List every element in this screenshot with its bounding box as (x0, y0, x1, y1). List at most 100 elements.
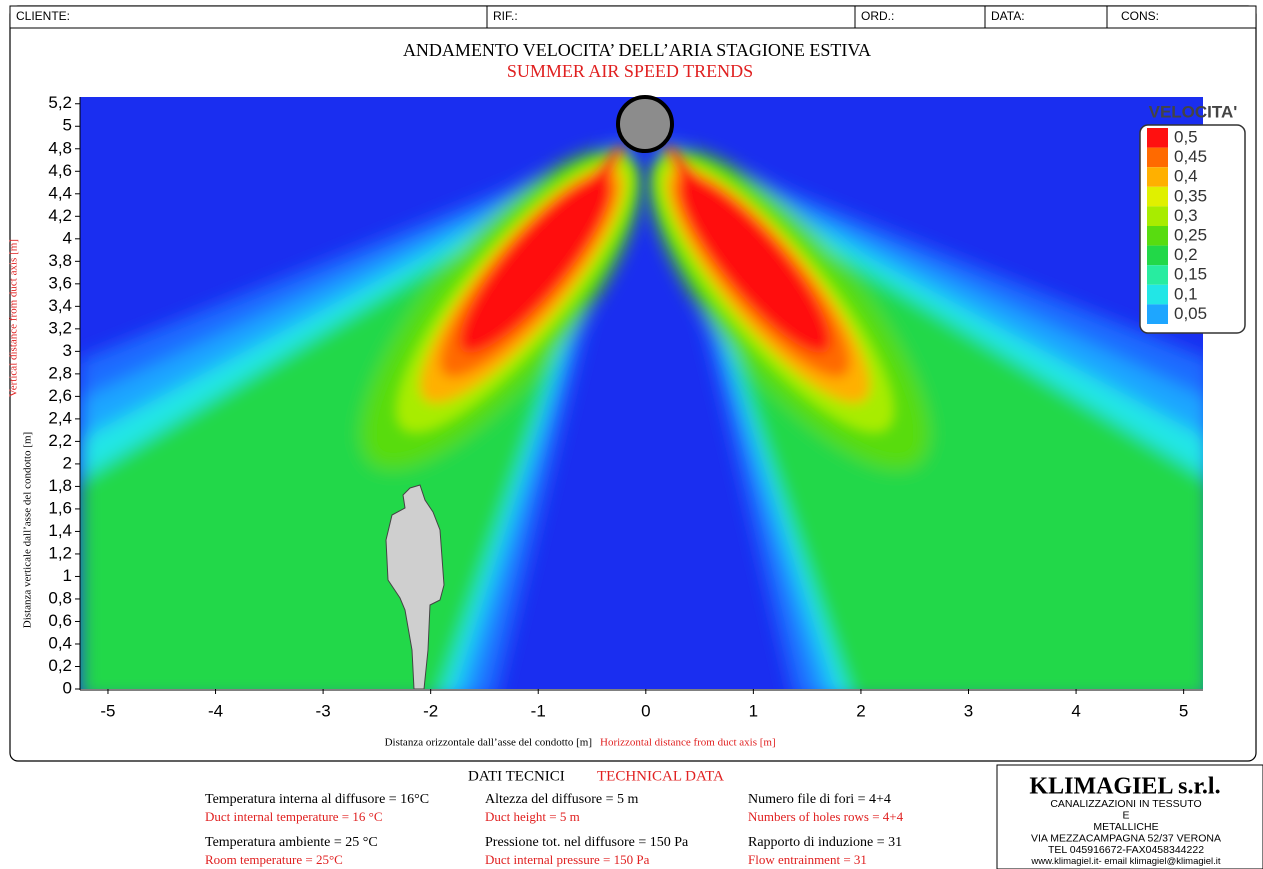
company-line: www.klimagiel.it- email klimagiel@klimag… (1030, 856, 1220, 867)
tech-item-en: Duct internal pressure = 150 Pa (485, 852, 650, 867)
x-tick-label: 4 (1071, 701, 1080, 720)
axes: 0 0,2 0,4 0,6 0,8 1 1,2 1,4 1,6 1,8 2 2,2 2,4 2,6 2,8 3… (48, 93, 1188, 720)
tech-title: DATI TECNICI (468, 768, 565, 784)
colorbar-label: 0,1 (1174, 284, 1198, 303)
y-tick-label: 3,6 (48, 273, 72, 292)
x-tick-label: 1 (749, 701, 758, 720)
y-tick-label: 3,4 (48, 296, 72, 315)
company-line: CANALIZZAZIONI IN TESSUTO (1050, 798, 1201, 810)
company-line: E (1122, 809, 1129, 821)
y-tick-label: 3,8 (48, 251, 72, 270)
x-tick-label: 5 (1179, 701, 1188, 720)
tech-item: Rapporto di induzione = 31 (748, 835, 902, 850)
company-name: KLIMAGIEL s.r.l. (1029, 774, 1220, 800)
human-figure (385, 484, 445, 689)
colorbar-label: 0,05 (1174, 304, 1207, 323)
y-tick-label: 4,8 (48, 138, 72, 157)
colorbar-label: 0,35 (1174, 186, 1207, 205)
x-tick-label: -3 (316, 701, 331, 720)
y-tick-label: 1 (63, 566, 72, 585)
contour-field (80, 97, 1203, 689)
y-tick-label: 4,2 (48, 206, 72, 225)
colorbar-swatch (1147, 147, 1168, 168)
header-field: RIF.: (493, 9, 518, 23)
company-line: METALLICHE (1093, 821, 1158, 833)
y-tick-label: 1,4 (48, 521, 72, 540)
chart-title: ANDAMENTO VELOCITA’ DELL’ARIA STAGIONE E… (403, 40, 871, 60)
technical-data: DATI TECNICI TECHNICAL DATA Temperatura … (205, 768, 904, 867)
x-axis-label-en: Horizzontal distance from duct axis [m] (600, 737, 776, 749)
colorbar-swatch (1147, 304, 1168, 324)
colorbar-swatch (1147, 284, 1168, 305)
header-field: CONS: (1121, 9, 1159, 23)
tech-item: Altezza del diffusore = 5 m (485, 792, 639, 807)
colorbar-swatch (1147, 128, 1168, 148)
y-tick-label: 0,4 (48, 633, 72, 652)
y-tick-label: 0,6 (48, 611, 72, 630)
colorbar-swatch (1147, 206, 1168, 226)
y-tick-label: 3 (63, 341, 72, 360)
chart-subtitle: SUMMER AIR SPEED TRENDS (507, 61, 753, 81)
tech-item-en: Duct height = 5 m (485, 809, 580, 824)
colorbar-swatch (1147, 186, 1168, 207)
tech-item: Numero file di fori = 4+4 (748, 792, 891, 807)
colorbar-label: 0,25 (1174, 225, 1207, 244)
y-tick-label: 4 (63, 228, 72, 247)
header-box (9, 5, 1257, 29)
colorbar-title: VELOCITA' (1149, 102, 1238, 121)
colorbar-label: 0,45 (1174, 147, 1207, 166)
header: CLIENTE: RIF.: ORD.: DATA: CONS: (9, 5, 1257, 29)
y-tick-label: 0,2 (48, 656, 72, 675)
colorbar: VELOCITA' 0,50,450,40,350,30,250,20,150,… (1139, 102, 1246, 334)
y-tick-label: 2,4 (48, 408, 72, 427)
y-tick-label: 2,2 (48, 431, 72, 450)
colorbar-label: 0,15 (1174, 265, 1207, 284)
colorbar-label: 0,5 (1174, 127, 1198, 146)
colorbar-label: 0,2 (1174, 245, 1198, 264)
y-tick-label: 0,8 (48, 588, 72, 607)
tech-title-en: TECHNICAL DATA (597, 768, 724, 784)
y-tick-label: 2,6 (48, 386, 72, 405)
y-tick-label: 4,4 (48, 183, 72, 202)
header-field: ORD.: (861, 9, 894, 23)
x-tick-label: 0 (641, 701, 650, 720)
tech-item: Temperatura interna al diffusore = 16°C (205, 792, 429, 807)
x-tick-label: -5 (100, 701, 115, 720)
y-axis-label-en: Vertical distance from duct axis [m] (8, 239, 20, 397)
colorbar-label: 0,3 (1174, 206, 1198, 225)
company: KLIMAGIEL s.r.l. CANALIZZAZIONI IN TESSU… (996, 764, 1263, 869)
tech-item-en: Numbers of holes rows = 4+4 (748, 809, 904, 824)
company-line: VIA MEZZACAMPAGNA 52/37 VERONA (1031, 832, 1221, 844)
x-tick-label: 2 (856, 701, 865, 720)
y-tick-label: 3,2 (48, 318, 72, 337)
y-tick-label: 1,2 (48, 543, 72, 562)
tech-item-en: Room temperature = 25°C (205, 852, 343, 867)
header-field: CLIENTE: (16, 9, 70, 23)
y-tick-label: 5 (63, 116, 72, 135)
colorbar-swatch (1147, 245, 1168, 266)
duct (616, 95, 674, 153)
tech-item-en: Duct internal temperature = 16 °C (205, 809, 383, 824)
y-tick-label: 2 (63, 453, 72, 472)
colorbar-swatch (1147, 226, 1168, 246)
y-tick-label: 1,8 (48, 476, 72, 495)
tech-item: Temperatura ambiente = 25 °C (205, 835, 378, 850)
y-tick-label: 1,6 (48, 498, 72, 517)
colorbar-swatch (1147, 167, 1168, 187)
company-line: TEL 045916672-FAX0458344222 (1048, 844, 1204, 856)
y-tick-label: 0 (63, 678, 72, 697)
colorbar-label: 0,4 (1174, 167, 1198, 186)
y-tick-label: 4,6 (48, 161, 72, 180)
x-axis-label: Distanza orizzontale dall’asse del condo… (385, 737, 592, 749)
x-tick-label: 3 (964, 701, 973, 720)
y-tick-label: 5,2 (48, 93, 72, 112)
header-field: DATA: (991, 9, 1025, 23)
colorbar-swatch (1147, 265, 1168, 285)
y-axis-label: Distanza verticale dall’asse del condott… (22, 432, 34, 628)
x-tick-label: -4 (208, 701, 223, 720)
x-tick-label: -1 (531, 701, 546, 720)
x-tick-label: -2 (423, 701, 438, 720)
tech-item-en: Flow entrainment = 31 (748, 852, 867, 867)
tech-item: Pressione tot. nel diffusore = 150 Pa (485, 835, 689, 850)
